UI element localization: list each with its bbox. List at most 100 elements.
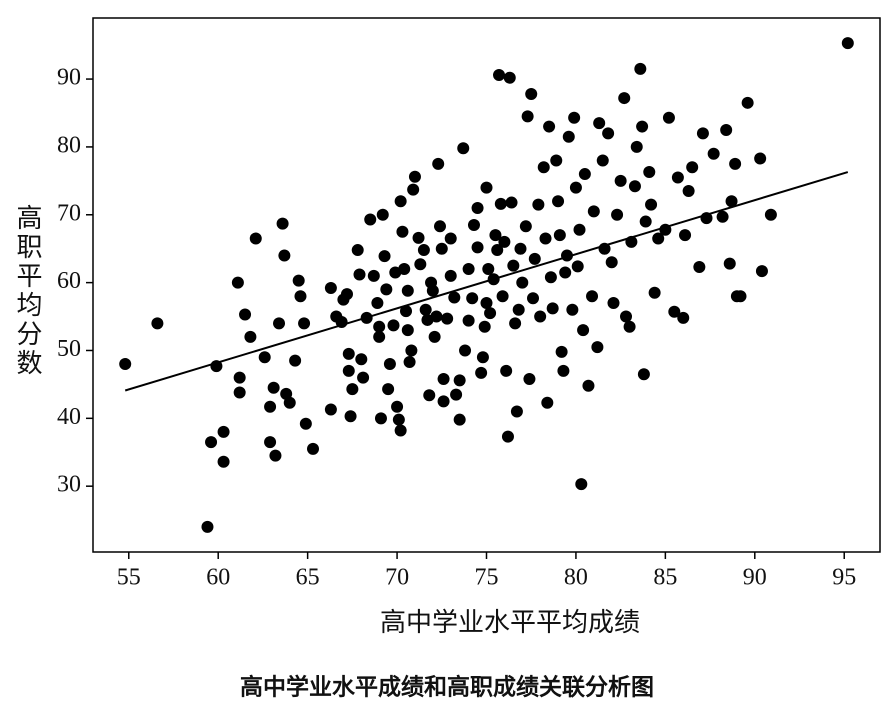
point (559, 266, 572, 279)
point (398, 263, 411, 276)
x-tick-label: 70 (385, 565, 409, 591)
point (498, 235, 511, 248)
point (494, 197, 507, 210)
x-tick-label: 55 (117, 565, 141, 591)
point (607, 296, 620, 309)
point (500, 364, 513, 377)
point (539, 232, 552, 245)
point (546, 302, 559, 315)
point (643, 166, 656, 179)
point (482, 263, 495, 276)
point (201, 520, 214, 533)
point (527, 292, 540, 305)
y-tick-label: 40 (57, 404, 81, 430)
chart-title: 高中学业水平成绩和高职成绩关联分析图 (240, 674, 654, 701)
point (453, 413, 466, 426)
point (432, 157, 445, 170)
y-tick-label: 90 (57, 65, 81, 91)
point (509, 317, 522, 330)
point (682, 185, 695, 198)
point (417, 244, 430, 257)
point (480, 296, 493, 309)
point (507, 259, 520, 272)
point (269, 449, 282, 462)
point (528, 252, 541, 265)
point (394, 195, 407, 208)
point (620, 310, 633, 323)
point (353, 268, 366, 281)
point (273, 317, 286, 330)
point (519, 220, 532, 233)
point (441, 312, 454, 325)
x-axis-label: 高中学业水平平均成绩 (380, 608, 640, 637)
point (764, 208, 777, 221)
point (491, 244, 504, 257)
point (630, 140, 643, 153)
point (505, 196, 518, 209)
point (437, 372, 450, 385)
point (729, 157, 742, 170)
x-tick-label: 90 (743, 565, 767, 591)
point (720, 123, 733, 136)
point (450, 388, 463, 401)
point (414, 258, 427, 271)
point (392, 413, 405, 426)
point (623, 320, 636, 333)
point (734, 290, 747, 303)
point (478, 320, 491, 333)
point (605, 256, 618, 269)
y-tick-label: 80 (57, 132, 81, 158)
point (668, 305, 681, 318)
x-tick-label: 60 (206, 565, 230, 591)
point (340, 288, 353, 301)
point (550, 154, 563, 167)
point (841, 37, 854, 50)
x-tick-label: 80 (564, 565, 588, 591)
point (233, 371, 246, 384)
x-tick-label: 95 (832, 565, 856, 591)
point (489, 229, 502, 242)
point (276, 217, 289, 230)
point (453, 374, 466, 387)
point (754, 152, 767, 165)
point (484, 307, 497, 320)
point (401, 284, 414, 297)
point (471, 201, 484, 214)
point (382, 383, 395, 396)
point (383, 358, 396, 371)
point (593, 117, 606, 130)
point (501, 430, 514, 443)
point (532, 198, 545, 211)
point (294, 290, 307, 303)
point (267, 381, 280, 394)
point (552, 195, 565, 208)
point (723, 257, 736, 270)
point (378, 250, 391, 263)
point (457, 142, 470, 155)
point (611, 208, 624, 221)
point (544, 271, 557, 284)
point (587, 205, 600, 218)
point (387, 319, 400, 332)
point (298, 317, 311, 330)
point (679, 229, 692, 242)
point (249, 232, 262, 245)
point (231, 276, 244, 289)
point (716, 210, 729, 223)
point (686, 161, 699, 174)
point (400, 305, 413, 318)
point (467, 218, 480, 231)
point (376, 208, 389, 221)
point (523, 372, 536, 385)
point (151, 317, 164, 330)
point (462, 263, 475, 276)
y-tick-label: 50 (57, 336, 81, 362)
point (571, 260, 584, 273)
point (380, 283, 393, 296)
point (543, 120, 556, 133)
point (403, 356, 416, 369)
point (444, 269, 457, 282)
point (355, 353, 368, 366)
point (407, 183, 420, 196)
